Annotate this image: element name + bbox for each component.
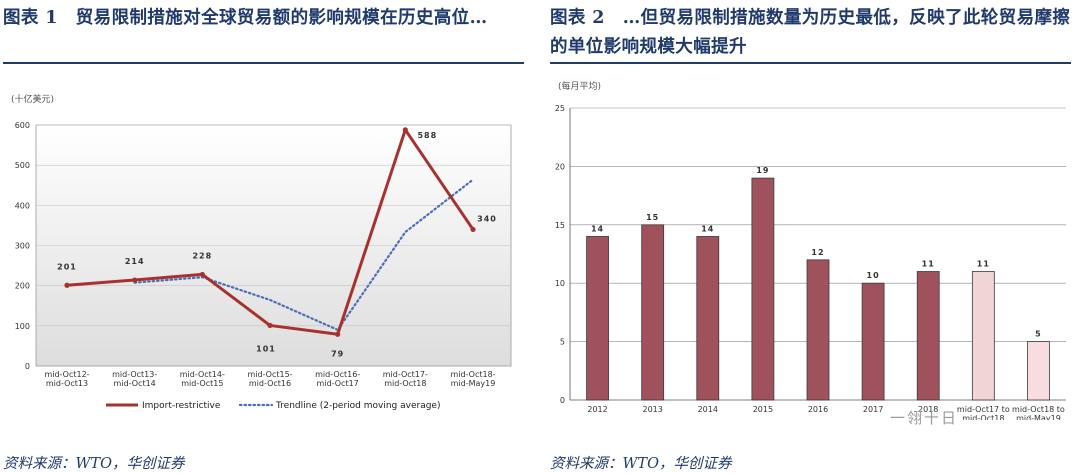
figure-2-rule bbox=[550, 62, 1071, 64]
x-tick-label: mid-Oct15- bbox=[247, 370, 292, 379]
y-tick-label: 5 bbox=[560, 338, 565, 347]
y-tick-label: 0 bbox=[25, 362, 30, 371]
unit-label: (十亿美元) bbox=[11, 93, 54, 105]
figure-1-rule bbox=[3, 62, 524, 64]
x-tick-label: mid-Oct13 bbox=[46, 379, 88, 388]
bar bbox=[586, 236, 609, 401]
trendline-series bbox=[133, 178, 475, 332]
data-point bbox=[64, 282, 70, 288]
bar bbox=[696, 236, 720, 401]
x-tick-label: 2012 bbox=[587, 405, 607, 414]
figure-2-panel: 图表 2 …但贸易限制措施数量为历史最低，反映了此轮贸易摩擦的单位影响规模大幅提… bbox=[550, 0, 1074, 472]
x-tick-label: mid-Oct17- bbox=[383, 370, 428, 379]
x-tick-label: mid-Oct18 bbox=[962, 414, 1004, 420]
x-tick-label: mid-Oct14 bbox=[114, 379, 156, 388]
x-tick-label: mid-Oct15 bbox=[181, 379, 223, 388]
unit-label: (每月平均) bbox=[558, 80, 601, 92]
data-label: 10 bbox=[867, 271, 880, 280]
x-tick-label: 2013 bbox=[642, 405, 662, 414]
data-label: 588 bbox=[417, 131, 437, 140]
x-tick-label: mid-Oct14- bbox=[180, 370, 225, 379]
y-tick-label: 100 bbox=[15, 322, 30, 331]
legend-label-import: Import-restrictive bbox=[142, 401, 221, 411]
data-point bbox=[199, 271, 205, 278]
bar bbox=[806, 259, 830, 401]
bar bbox=[1027, 341, 1050, 401]
data-label: 12 bbox=[811, 248, 824, 257]
y-tick-label: 15 bbox=[555, 221, 565, 230]
x-tick-label: mid-May19 bbox=[1016, 414, 1061, 420]
x-tick-label: mid-Oct18 bbox=[384, 379, 426, 388]
data-point bbox=[267, 322, 273, 329]
x-tick-label: mid-May19 bbox=[451, 379, 496, 388]
y-tick-label: 200 bbox=[15, 282, 30, 291]
data-label: 11 bbox=[977, 260, 990, 269]
y-tick-label: 600 bbox=[15, 121, 30, 130]
bar bbox=[861, 282, 885, 401]
data-label: 79 bbox=[331, 349, 344, 358]
data-label: 11 bbox=[922, 260, 935, 269]
data-label: 214 bbox=[125, 257, 145, 266]
x-tick-label: 2014 bbox=[698, 405, 718, 414]
data-label: 19 bbox=[756, 166, 769, 175]
figure-1-source: 资料来源：WTO，华创证券 bbox=[3, 456, 185, 472]
data-point bbox=[335, 331, 341, 337]
x-tick-label: 2016 bbox=[808, 405, 828, 414]
data-point bbox=[402, 127, 408, 133]
legend-label-trend: Trendline (2-period moving average) bbox=[275, 401, 440, 411]
bar bbox=[751, 177, 775, 401]
x-tick-label: 2018 bbox=[918, 405, 938, 414]
data-label: 340 bbox=[477, 214, 497, 223]
x-tick-label: mid-Oct13- bbox=[112, 370, 157, 379]
data-point bbox=[470, 226, 476, 233]
x-tick-label: mid-Oct18- bbox=[450, 370, 495, 379]
line-chart: (十亿美元)0100200300400500600mid-Oct12-mid-O… bbox=[11, 93, 512, 411]
data-label: 201 bbox=[57, 262, 77, 271]
y-tick-label: 20 bbox=[555, 162, 565, 171]
x-tick-label: mid-Oct17 to bbox=[957, 405, 1010, 414]
watermark: 一翎十日 bbox=[890, 409, 959, 427]
y-tick-label: 0 bbox=[560, 396, 565, 405]
data-point bbox=[132, 277, 138, 283]
bar bbox=[641, 224, 665, 401]
x-tick-label: mid-Oct17 bbox=[317, 379, 359, 388]
figure-2-source: 资料来源：WTO，华创证券 bbox=[550, 456, 732, 472]
x-tick-label: mid-Oct18 to bbox=[1012, 405, 1065, 414]
x-tick-label: 2017 bbox=[863, 405, 883, 414]
y-tick-label: 25 bbox=[555, 104, 565, 113]
bar bbox=[971, 271, 995, 401]
x-tick-label: mid-Oct16- bbox=[315, 370, 360, 379]
data-label: 228 bbox=[192, 251, 212, 260]
y-tick-label: 10 bbox=[555, 279, 565, 288]
figure-1-panel: 图表 1 贸易限制措施对全球贸易额的影响规模在历史高位… (十亿美元) 0 100 2… bbox=[3, 0, 527, 472]
data-label: 5 bbox=[1035, 330, 1042, 339]
data-label: 101 bbox=[256, 344, 276, 353]
y-tick-label: 300 bbox=[15, 242, 30, 251]
x-tick-label: mid-Oct16 bbox=[249, 379, 291, 388]
data-label: 15 bbox=[646, 213, 659, 222]
figure-1-title: 图表 1 贸易限制措施对全球贸易额的影响规模在历史高位… bbox=[3, 8, 488, 28]
y-tick-label: 400 bbox=[15, 201, 30, 210]
bar-chart: (每月平均) 0 5 10 15 20 25 14 2012 15 2013 14 2014 19 2015… bbox=[555, 80, 1066, 420]
data-label: 14 bbox=[591, 224, 604, 233]
data-label: 14 bbox=[701, 224, 714, 233]
x-tick-label: 2015 bbox=[753, 405, 773, 414]
figure-2-title: 图表 2 …但贸易限制措施数量为历史最低，反映了此轮贸易摩擦的单位影响规模大幅提… bbox=[550, 8, 1071, 57]
y-tick-label: 500 bbox=[15, 161, 30, 170]
x-tick-label: mid-Oct12- bbox=[44, 370, 89, 379]
bar bbox=[916, 271, 940, 401]
